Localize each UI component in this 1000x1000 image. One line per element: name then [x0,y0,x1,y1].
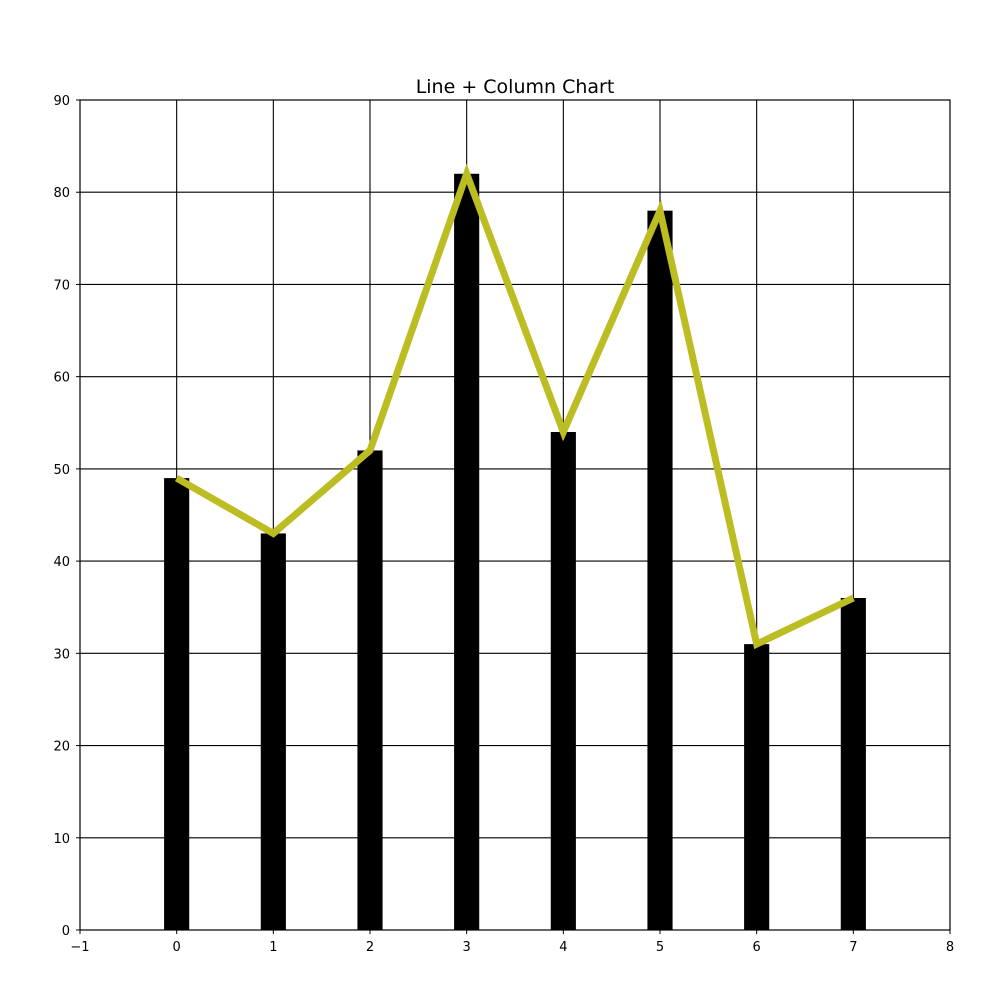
y-tick-label: 90 [53,94,70,109]
bar [454,173,480,930]
bar [647,210,673,930]
y-tick-label: 70 [53,278,70,293]
x-tick-label: 7 [849,940,857,955]
bar [550,432,576,930]
grid-lines [80,100,950,930]
x-tick-label: 5 [656,940,664,955]
bar [260,533,286,930]
x-tick-label: 2 [366,940,374,955]
plot-area [80,100,950,930]
bar-series [164,173,866,930]
x-tick-label: 6 [753,940,761,955]
bar [164,478,190,930]
bar [744,644,770,930]
x-tick-label: 3 [463,940,471,955]
bar [357,450,383,930]
plot-frame [79,99,951,931]
y-tick-label: 50 [53,463,70,478]
chart-title: Line + Column Chart [416,76,615,98]
bar [840,598,866,930]
y-tick-label: 10 [53,832,70,847]
x-tick-label: 1 [269,940,277,955]
x-tick-label: −1 [70,940,89,955]
x-tick-label: 0 [173,940,181,955]
x-tick-label: 4 [559,940,567,955]
line-series [174,163,855,650]
line-series-path [174,163,855,650]
y-tick-label: 30 [53,647,70,662]
y-tick-label: 40 [53,555,70,570]
y-tick-label: 0 [62,924,70,939]
x-tick-label: 8 [946,940,954,955]
y-tick-label: 60 [53,371,70,386]
y-tick-label: 80 [53,186,70,201]
y-tick-label: 20 [53,740,70,755]
